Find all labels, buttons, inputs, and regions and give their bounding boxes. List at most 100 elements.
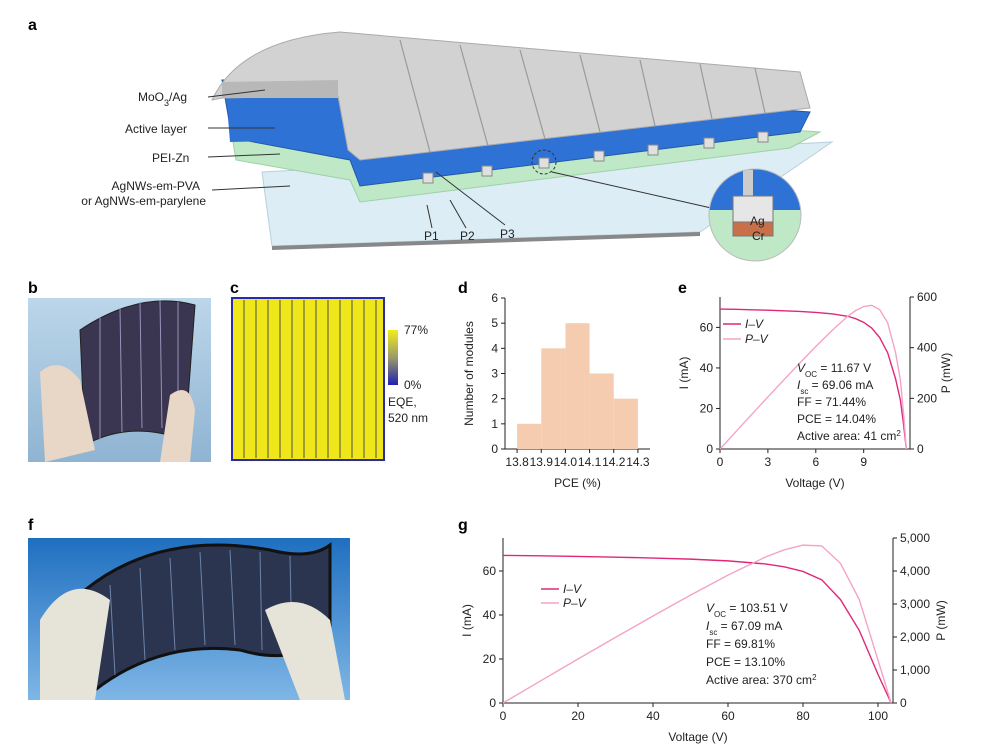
bar: [613, 398, 638, 449]
eqe-map: 77% 0% EQE, 520 nm: [231, 297, 428, 461]
x-tick-label: 60: [721, 709, 735, 723]
colorbar-label: 77%: [404, 323, 428, 337]
y2-tick-label: 5,000: [900, 531, 930, 545]
annotation-text: Active area: 41 cm: [797, 429, 896, 443]
bar: [517, 423, 542, 449]
y2-axis-title: P (mW): [939, 353, 953, 393]
annotation: FF = 71.44%: [797, 395, 866, 409]
annotation-text: = 103.51 V: [726, 601, 788, 615]
colorbar-title: 520 nm: [388, 411, 428, 425]
panel-label: g: [458, 517, 468, 534]
scribe-label: P1: [424, 229, 439, 243]
x-tick-label: 14.0: [554, 455, 578, 469]
series-line: [502, 544, 892, 704]
x-axis-title: Voltage (V): [668, 730, 727, 744]
annotation-superscript: 2: [896, 429, 901, 438]
series-line: [719, 308, 908, 450]
y2-tick-label: 0: [900, 696, 907, 710]
y2-tick-label: 400: [917, 341, 937, 355]
annotation: VOC = 103.51 V: [706, 601, 788, 619]
y2-tick-label: 0: [917, 442, 924, 456]
annotation-subscript: OC: [714, 610, 726, 619]
x-tick-label: 0: [717, 455, 724, 469]
annotation: PCE = 14.04%: [797, 412, 876, 426]
bar: [541, 348, 566, 449]
y-axis-title: I (mA): [677, 357, 691, 390]
inset-label: Cr: [752, 229, 765, 243]
series-line: [719, 304, 908, 450]
annotation-text: FF = 71.44%: [797, 395, 866, 409]
panel-label: e: [678, 280, 687, 297]
colorbar-label: 0%: [404, 378, 422, 392]
y2-tick-label: 600: [917, 290, 937, 304]
annotation: Active area: 41 cm2: [797, 429, 901, 444]
y2-tick-label: 1,000: [900, 663, 930, 677]
y-tick-label: 0: [489, 696, 496, 710]
bar: [565, 323, 590, 449]
x-tick-label: 100: [868, 709, 888, 723]
annotation: PCE = 13.10%: [706, 655, 785, 669]
panel-label: d: [458, 280, 468, 297]
annotation-symbol: I: [797, 378, 801, 392]
y2-axis-title: P (mW): [934, 600, 948, 640]
y-tick-label: 40: [700, 361, 714, 375]
annotation-text: PCE = 13.10%: [706, 655, 785, 669]
device-schematic: Ag Cr MoO3/Ag Active layer PEI-Zn AgNWs-…: [81, 31, 834, 262]
legend-label: P–V: [745, 332, 769, 346]
y2-tick-label: 200: [917, 391, 937, 405]
annotation-text: = 69.06 mA: [808, 378, 873, 392]
x-tick-label: 20: [571, 709, 585, 723]
x-tick-label: 6: [812, 455, 819, 469]
bar: [589, 373, 614, 449]
panel-label: f: [28, 517, 34, 534]
annotation: FF = 69.81%: [706, 637, 775, 651]
y-tick-label: 4: [491, 341, 498, 355]
x-tick-label: 80: [796, 709, 810, 723]
annotation-symbol: V: [797, 361, 806, 375]
x-axis-title: PCE (%): [554, 476, 601, 490]
annotation: Active area: 370 cm2: [706, 673, 817, 688]
layer-label: PEI-Zn: [152, 151, 189, 165]
series-line: [502, 554, 892, 704]
annotation-symbol: V: [706, 601, 715, 615]
y2-tick-label: 4,000: [900, 564, 930, 578]
x-tick-label: 14.1: [578, 455, 602, 469]
layer-label: AgNWs-em-PVA: [112, 179, 200, 193]
y-tick-label: 40: [483, 608, 497, 622]
y2-tick-label: 3,000: [900, 597, 930, 611]
x-tick-label: 0: [500, 709, 507, 723]
y-tick-label: 20: [700, 401, 714, 415]
scribe-label: P2: [460, 229, 475, 243]
panel-label: a: [28, 17, 37, 34]
y-tick-label: 3: [491, 367, 498, 381]
y-axis-title: Number of modules: [462, 321, 476, 426]
annotation: Isc = 67.09 mA: [706, 619, 782, 637]
y-tick-label: 1: [491, 417, 498, 431]
legend-label: I–V: [745, 317, 764, 331]
annotation: Isc = 69.06 mA: [797, 378, 873, 396]
x-tick-label: 14.3: [626, 455, 650, 469]
annotation-text: Active area: 370 cm: [706, 673, 812, 687]
y-tick-label: 5: [491, 316, 498, 330]
annotation-text: = 11.67 V: [817, 361, 871, 375]
annotation-subscript: sc: [800, 387, 808, 396]
x-tick-label: 9: [860, 455, 867, 469]
layer-label: Active layer: [125, 122, 187, 136]
y-tick-label: 60: [483, 564, 497, 578]
annotation-superscript: 2: [812, 673, 817, 682]
colorbar-title: EQE,: [388, 395, 417, 409]
annotation: VOC = 11.67 V: [797, 361, 871, 379]
x-tick-label: 3: [765, 455, 772, 469]
y-tick-label: 6: [491, 291, 498, 305]
y2-tick-label: 2,000: [900, 630, 930, 644]
legend-label: P–V: [563, 596, 587, 610]
annotation-subscript: OC: [805, 370, 817, 379]
photo-f: [28, 538, 350, 700]
scribe-label: P3: [500, 227, 515, 241]
x-axis-title: Voltage (V): [785, 476, 844, 490]
x-tick-label: 13.9: [530, 455, 554, 469]
annotation-symbol: I: [706, 619, 710, 633]
y-tick-label: 0: [491, 442, 498, 456]
photo-b: [28, 298, 211, 462]
